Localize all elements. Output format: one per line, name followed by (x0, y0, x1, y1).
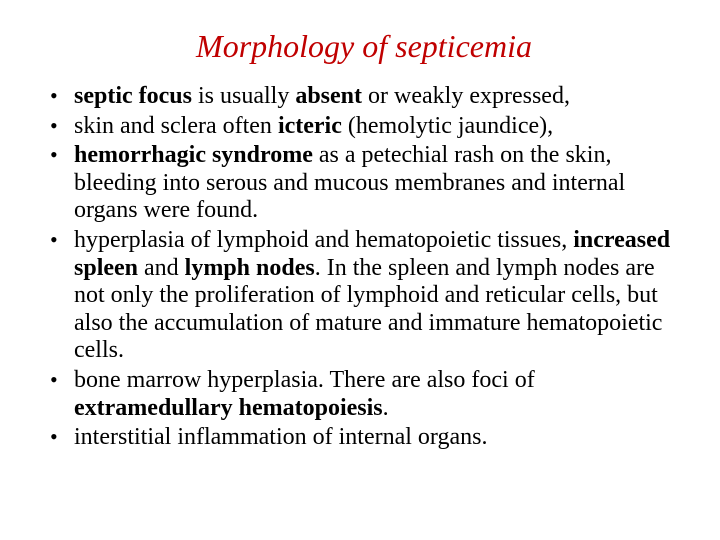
bullet-run: skin and sclera often (74, 113, 278, 139)
bullet-run: or weakly expressed, (362, 83, 570, 109)
bullet-item: septic focus is usually absent or weakly… (46, 83, 684, 111)
bullet-run: extramedullary hematopoiesis (74, 395, 383, 421)
bullet-run: icteric (278, 113, 342, 139)
bullet-item: hyperplasia of lymphoid and hematopoieti… (46, 227, 684, 365)
slide-title: Morphology of septicemia (40, 28, 688, 65)
bullet-item: bone marrow hyperplasia. There are also … (46, 367, 684, 422)
bullet-list: septic focus is usually absent or weakly… (40, 83, 688, 452)
bullet-run: interstitial inflammation of internal or… (74, 424, 487, 450)
bullet-run: lymph nodes (185, 255, 315, 281)
bullet-run: septic focus (74, 83, 192, 109)
bullet-item: skin and sclera often icteric (hemolytic… (46, 113, 684, 141)
bullet-run: hemorrhagic syndrome (74, 142, 313, 168)
bullet-run: absent (295, 83, 362, 109)
bullet-item: hemorrhagic syndrome as a petechial rash… (46, 142, 684, 225)
bullet-run: bone marrow hyperplasia. There are also … (74, 367, 535, 393)
slide: Morphology of septicemia septic focus is… (0, 0, 720, 540)
bullet-run: hyperplasia of lymphoid and hematopoieti… (74, 227, 573, 253)
bullet-run: (hemolytic jaundice), (342, 113, 553, 139)
bullet-item: interstitial inflammation of internal or… (46, 424, 684, 452)
bullet-run: . (383, 395, 389, 421)
bullet-run: is usually (192, 83, 295, 109)
bullet-run: and (138, 255, 185, 281)
